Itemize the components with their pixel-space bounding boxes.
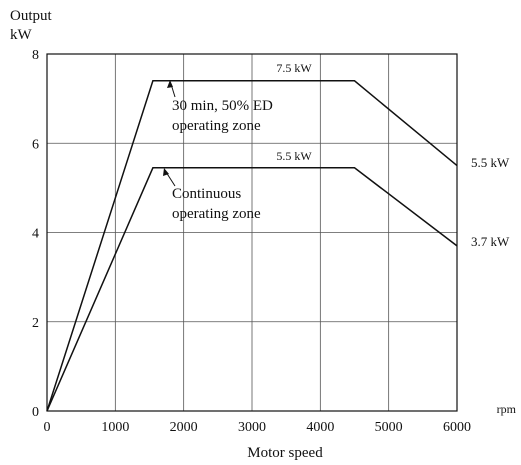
x-tick-label-3000: 3000: [238, 420, 266, 435]
series-line-1: [46, 167, 458, 412]
lower-zone-arrowhead: [163, 168, 169, 176]
y-tick-label-2: 2: [32, 316, 39, 331]
y-tick-label-8: 8: [32, 48, 39, 63]
x-axis-title: Motor speed: [247, 445, 323, 461]
plot-frame: [46, 53, 458, 412]
upper-zone-label-line2: operating zone: [172, 118, 261, 134]
x-tick-label-5000: 5000: [375, 420, 403, 435]
x-tick-label-6000: 6000: [443, 420, 471, 435]
y-axis-title-line2: kW: [10, 27, 33, 43]
y-tick-label-4: 4: [32, 227, 39, 242]
y-axis-title-line1: Output: [10, 8, 53, 24]
grid: [47, 54, 457, 411]
x-tick-label-2000: 2000: [170, 420, 198, 435]
upper-zone-arrowhead: [167, 80, 173, 88]
upper-zone-label-line1: 30 min, 50% ED: [172, 98, 273, 114]
upper-end-label: 5.5 kW: [471, 155, 510, 170]
y-tick-label-0: 0: [32, 405, 39, 420]
x-tick-label-0: 0: [44, 420, 51, 435]
x-tick-label-4000: 4000: [306, 420, 334, 435]
x-tick-label-1000: 1000: [101, 420, 129, 435]
lower-zone-label-line1: Continuous: [172, 186, 241, 202]
series-lines: [46, 80, 458, 412]
y-tick-label-6: 6: [32, 137, 39, 152]
lower-end-label: 3.7 kW: [471, 234, 510, 249]
x-axis-unit: rpm: [497, 402, 517, 416]
lower-plateau-label: 5.5 kW: [276, 149, 312, 163]
tick-labels: 0 1000 2000 3000 4000 5000 6000 0 2 4 6 8: [32, 48, 471, 435]
lower-zone-label-line2: operating zone: [172, 206, 261, 222]
series-line-0: [46, 80, 458, 412]
upper-plateau-label: 7.5 kW: [276, 61, 312, 75]
